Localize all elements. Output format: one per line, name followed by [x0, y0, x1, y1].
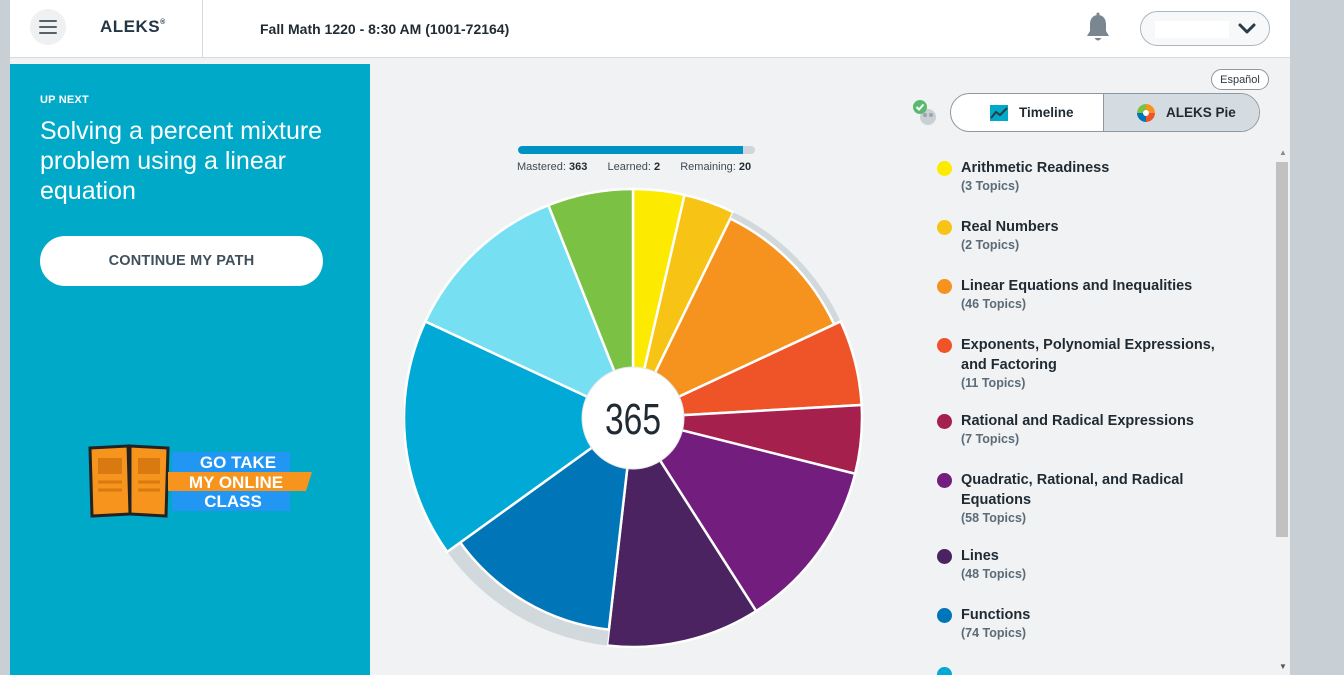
progress-bar-fill [518, 146, 743, 154]
pie-slice[interactable] [631, 193, 736, 419]
up-next-topic-title: Solving a percent mixture problem using … [40, 117, 323, 205]
learned-label: Learned: [607, 161, 651, 173]
promo-text-line1: GO TAKE [200, 453, 276, 472]
legend-topic-count: (11 Topics) [961, 376, 1026, 390]
timeline-label: Timeline [1019, 105, 1074, 120]
pie-slice[interactable] [458, 415, 635, 631]
legend-color-dot [937, 338, 952, 353]
remaining-label: Remaining: [680, 161, 736, 173]
progress-bar [518, 146, 755, 154]
legend-color-dot [937, 220, 952, 235]
legend-topic-count: (46 Topics) [961, 297, 1027, 311]
pie-slice[interactable] [423, 203, 636, 421]
legend-color-dot [937, 161, 952, 176]
scrollbar-thumb[interactable] [1276, 162, 1288, 537]
up-next-panel: UP NEXT Solving a percent mixture proble… [10, 64, 370, 675]
legend-topic-name: Quadratic, Rational, and Radical Equatio… [961, 472, 1184, 508]
legend-topic-name: Functions [961, 607, 1031, 623]
aleks-pie-tab[interactable]: ALEKS Pie [1103, 94, 1259, 131]
learned-count: 2 [653, 161, 661, 173]
pie-slice[interactable] [546, 187, 635, 419]
pie-slice[interactable] [630, 216, 836, 421]
timeline-tab[interactable]: Timeline [951, 94, 1103, 131]
user-menu[interactable] [1140, 11, 1270, 46]
aleks-logo[interactable]: ALEKS® [100, 17, 166, 36]
promo-text-line2: MY ONLINE [189, 473, 283, 492]
pie-center-circle [581, 366, 685, 470]
course-title[interactable]: Fall Math 1220 - 8:30 AM (1001-72164) [260, 21, 510, 37]
mastered-label: Mastered: [517, 161, 566, 173]
main-content: Español Timeline [370, 64, 1290, 675]
pie-legend: Arithmetic Readiness (3 Topics) Real Numbe… [930, 158, 1270, 675]
continue-my-path-button[interactable]: CONTINUE MY PATH [40, 236, 323, 286]
remaining-count: 20 [738, 161, 752, 173]
legend-color-dot [937, 279, 952, 294]
open-book-icon [88, 444, 170, 518]
legend-topic-name: Real Numbers [961, 219, 1059, 235]
promo-text-line3: CLASS [204, 492, 262, 511]
aleks-pie-icon [1137, 104, 1155, 122]
legend-topic-count: (74 Topics) [961, 626, 1027, 640]
notification-bell-icon[interactable] [1084, 12, 1112, 44]
user-name [1155, 21, 1229, 38]
legend-topic-name: Linear Equations and Inequalities [961, 278, 1193, 294]
legend-topic-name: Lines [961, 548, 999, 564]
legend-topic-name: Exponents, Polynomial Expressions, and F… [961, 337, 1215, 373]
chevron-down-icon [1238, 23, 1256, 34]
legend-color-dot [937, 549, 952, 564]
pie-slice[interactable] [605, 414, 758, 649]
legend-color-dot [937, 608, 952, 623]
scroll-up-arrow-icon[interactable]: ▲ [1279, 148, 1287, 157]
pie-slice[interactable] [404, 319, 636, 554]
aleks-pie-label: ALEKS Pie [1166, 105, 1236, 120]
app-window: ALEKS® Fall Math 1220 - 8:30 AM (1001-72… [10, 0, 1290, 675]
legend-color-dot [937, 667, 952, 675]
scroll-down-arrow-icon[interactable]: ▼ [1279, 662, 1287, 671]
legend-topic-count: (2 Topics) [961, 238, 1020, 252]
top-header: ALEKS® Fall Math 1220 - 8:30 AM (1001-72… [10, 0, 1290, 58]
legend-topic-name: Rational and Radical Expressions [961, 413, 1194, 429]
pie-slice[interactable] [630, 416, 857, 613]
legend-topic-count: (48 Topics) [961, 567, 1027, 581]
promo-banner[interactable]: GO TAKE MY ONLINE CLASS [88, 444, 318, 520]
legend-topic-count: (3 Topics) [961, 179, 1020, 193]
progress-stats: Mastered: 363 Learned: 2 Remaining: 20 [517, 161, 751, 173]
pie-center-total: 365 [605, 395, 661, 444]
hamburger-menu-icon[interactable] [30, 9, 66, 45]
legend-color-dot [937, 473, 952, 488]
timeline-chart-icon [990, 105, 1008, 121]
header-divider [202, 0, 203, 58]
mastered-count: 363 [568, 161, 588, 173]
legend-topic-count: (58 Topics) [961, 511, 1027, 525]
view-toggle: Timeline ALEKS Pie [950, 93, 1260, 132]
aleks-pie-chart[interactable]: 365 [404, 182, 864, 652]
legend-scrollbar[interactable]: ▲ ▼ [1274, 148, 1288, 675]
espanol-language-button[interactable]: Español [1211, 69, 1269, 90]
up-next-label: UP NEXT [40, 94, 89, 106]
legend-color-dot [937, 414, 952, 429]
legend-topic-count: (7 Topics) [961, 432, 1020, 446]
legend-topic-name: Arithmetic Readiness [961, 160, 1110, 176]
mastery-badge-icon[interactable] [910, 98, 940, 128]
